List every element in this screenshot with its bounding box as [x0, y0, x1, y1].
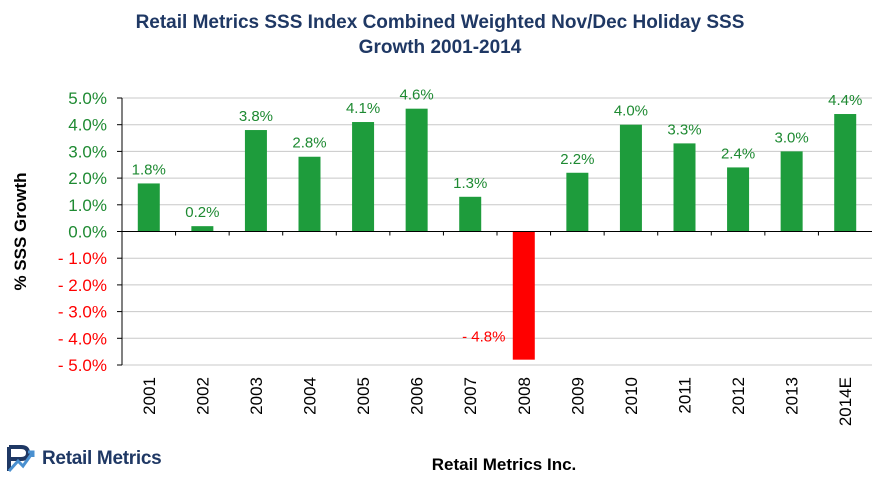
data-label: 4.4%: [828, 92, 862, 109]
bar: [780, 151, 803, 232]
bar: [512, 231, 535, 360]
data-label: 0.2%: [185, 204, 219, 221]
chart-title-line-1: Retail Metrics SSS Index Combined Weight…: [135, 12, 745, 33]
bar: [191, 226, 214, 232]
x-tick-label: 2011: [676, 377, 695, 414]
x-tick-label: 2013: [783, 377, 802, 415]
data-label: 2.2%: [560, 151, 594, 168]
x-tick-label: 2008: [515, 377, 534, 415]
data-label: 3.3%: [667, 121, 701, 138]
x-axis-title: Retail Metrics Inc.: [432, 455, 577, 474]
x-tick-label: 2006: [408, 377, 427, 415]
y-tick-label: - 3.0%: [58, 303, 107, 322]
bar: [834, 114, 857, 232]
y-tick-label: 3.0%: [68, 142, 107, 161]
bar: [566, 172, 589, 232]
x-tick-label: 2002: [193, 377, 212, 415]
bar: [298, 156, 321, 232]
y-tick-label: 5.0%: [68, 89, 107, 108]
bar: [619, 124, 642, 232]
data-label: 4.6%: [400, 87, 434, 104]
data-label: 2.8%: [292, 135, 326, 152]
data-label: - 4.8%: [462, 329, 505, 346]
y-axis-title: % SSS Growth: [11, 172, 30, 290]
chart-title-line-2: Growth 2001-2014: [358, 37, 522, 58]
bar: [244, 130, 267, 232]
data-label: 2.4%: [721, 145, 755, 162]
bar: [137, 183, 160, 232]
bar: [459, 196, 482, 232]
data-label: 3.0%: [775, 129, 809, 146]
retail-metrics-logo: Retail Metrics: [6, 444, 162, 474]
x-tick-label: 2007: [461, 377, 480, 415]
y-tick-label: 2.0%: [68, 169, 107, 188]
bar: [727, 167, 750, 232]
y-tick-label: 0.0%: [68, 223, 107, 242]
chart-title: Retail Metrics SSS Index Combined Weight…: [0, 10, 880, 60]
x-tick-label: 2005: [354, 377, 373, 415]
y-tick-label: - 1.0%: [58, 249, 107, 268]
data-label: 1.8%: [132, 161, 166, 178]
x-tick-label: 2001: [140, 377, 159, 415]
y-tick-label: 4.0%: [68, 116, 107, 135]
data-label: 1.3%: [453, 175, 487, 192]
bar: [673, 143, 696, 232]
x-tick-label: 2010: [622, 377, 641, 415]
x-tick-label: 2014E: [836, 377, 855, 426]
data-label: 4.0%: [614, 103, 648, 120]
x-tick-label: 2003: [247, 377, 266, 415]
y-tick-label: - 4.0%: [58, 329, 107, 348]
logo-text: Retail Metrics: [42, 448, 162, 469]
bar: [405, 108, 428, 232]
y-tick-label: - 5.0%: [58, 356, 107, 375]
x-tick-label: 2012: [729, 377, 748, 415]
x-tick-label: 2009: [568, 377, 587, 415]
data-label: 4.1%: [346, 100, 380, 117]
y-tick-label: 1.0%: [68, 196, 107, 215]
y-tick-label: - 2.0%: [58, 276, 107, 295]
bar: [352, 122, 375, 232]
retail-metrics-logo-icon: [7, 445, 35, 473]
data-label: 3.8%: [239, 108, 273, 125]
x-tick-label: 2004: [301, 377, 320, 415]
